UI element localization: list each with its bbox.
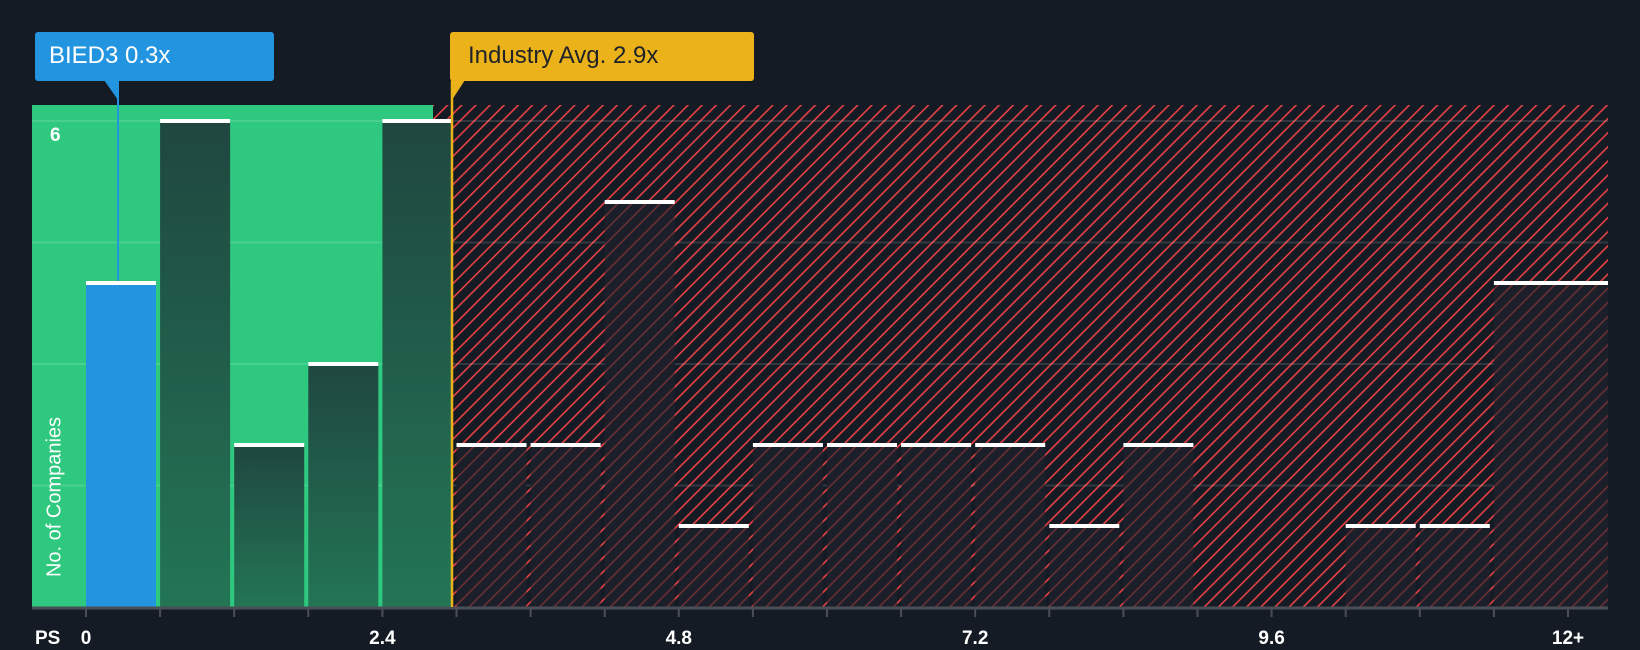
bar-cap <box>234 443 305 447</box>
histogram-bar <box>456 445 527 607</box>
bar-cap <box>530 443 601 447</box>
histogram-bar <box>975 445 1046 607</box>
y-axis-title: No. of Companies <box>43 416 66 578</box>
bar-cap <box>901 443 972 447</box>
bar-cap <box>975 443 1046 447</box>
histogram-bar <box>1049 526 1120 607</box>
histogram-bar <box>752 445 823 607</box>
histogram-bar <box>308 364 379 607</box>
bar-cap <box>382 119 453 123</box>
bar-cap <box>752 443 823 447</box>
histogram-bar <box>160 121 231 607</box>
industry-average-label: Industry Avg. 2.9x <box>450 32 754 81</box>
bar-cap <box>1123 443 1194 447</box>
company-ps-label: BIED3 0.3x <box>35 32 274 81</box>
x-tick-label: 4.8 <box>665 628 693 649</box>
bar-cap <box>1049 524 1120 528</box>
y-tick-label: 6 <box>50 125 61 146</box>
x-axis-prefix: PS <box>35 628 61 649</box>
bar-cap <box>1419 524 1490 528</box>
histogram-bar <box>382 121 453 607</box>
x-tick-label: 0 <box>80 628 92 649</box>
histogram-bar <box>678 526 749 607</box>
histogram-bar <box>1419 526 1490 607</box>
histogram-bar <box>530 445 601 607</box>
bar-cap <box>160 119 231 123</box>
bar-cap <box>308 362 379 366</box>
industry-pointer-icon <box>451 80 465 100</box>
x-tick-label: 2.4 <box>369 628 396 649</box>
bar-cap <box>678 524 749 528</box>
x-tick-label: 7.2 <box>961 628 989 649</box>
x-tick-label: 12+ <box>1551 628 1585 649</box>
histogram-bar <box>901 445 972 607</box>
histogram-bar <box>827 445 897 607</box>
bar-cap <box>604 200 675 204</box>
histogram-bar <box>1123 445 1194 607</box>
value-markers <box>104 80 465 607</box>
histogram-bar <box>86 283 156 607</box>
bar-cap <box>827 443 897 447</box>
company-pointer-icon <box>104 80 118 100</box>
histogram-bars <box>86 119 1608 607</box>
histogram-bar <box>604 202 675 607</box>
bar-cap <box>1345 524 1416 528</box>
bar-cap <box>1493 281 1608 285</box>
histogram-bar <box>1345 526 1416 607</box>
x-axis <box>32 606 1608 617</box>
x-tick-label: 9.6 <box>1258 628 1285 649</box>
bar-cap <box>456 443 527 447</box>
histogram-bar <box>1493 283 1608 607</box>
histogram-bar <box>234 445 305 607</box>
bar-cap <box>86 281 156 285</box>
